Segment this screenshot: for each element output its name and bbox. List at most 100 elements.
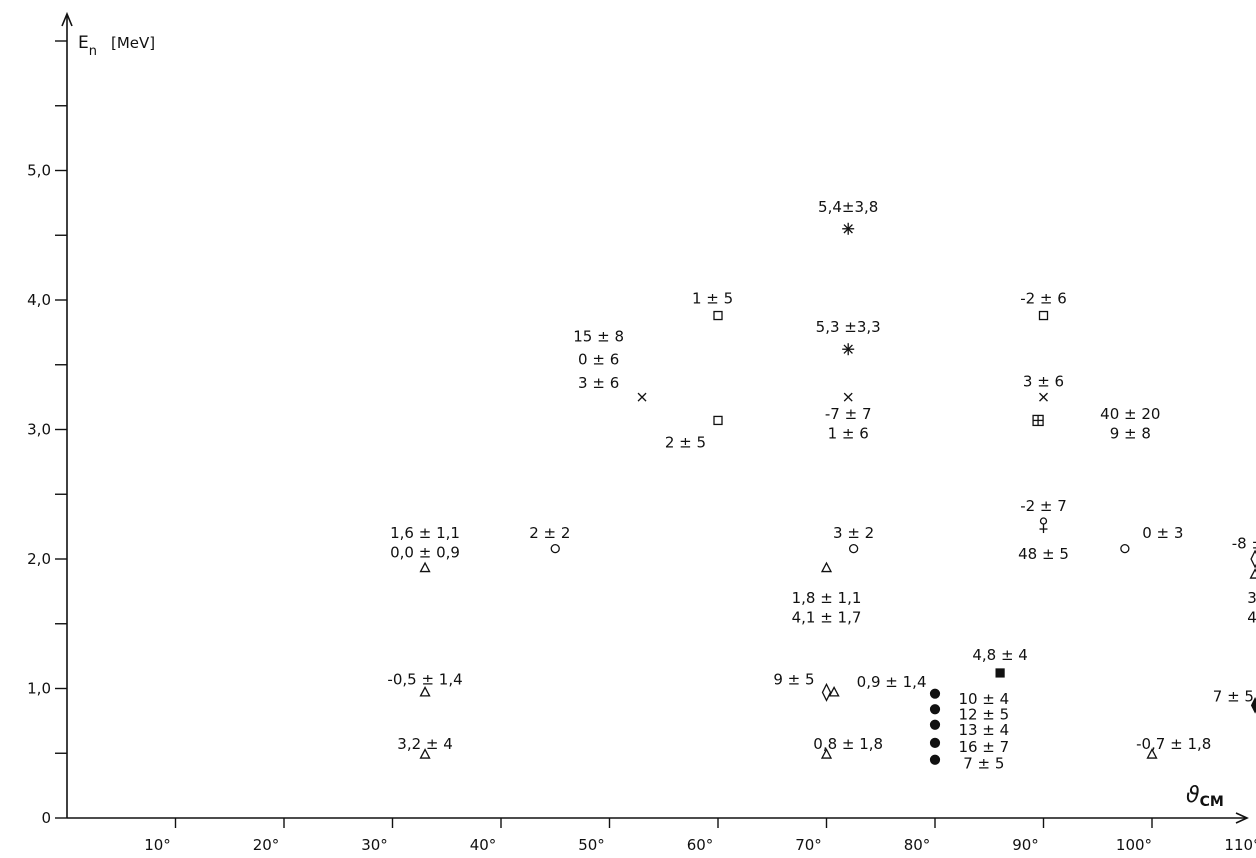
filled-square-marker <box>995 668 1005 678</box>
data-point-asterisk <box>842 343 855 356</box>
data-label: -8 ± 6 <box>1232 534 1256 552</box>
data-label: 4,8 ± 2,3 <box>1247 608 1256 626</box>
cross-b <box>637 392 647 402</box>
x-tick-label: 50° <box>578 836 605 854</box>
triangle-marker <box>820 748 833 759</box>
data-label: 4,8 ± 4 <box>972 646 1028 664</box>
data-point-cross <box>1039 392 1048 402</box>
y-tick-label: 1,0 <box>27 680 51 698</box>
data-point-square <box>713 310 723 321</box>
x-tick-label: 110° <box>1224 836 1256 854</box>
dot-marker <box>929 754 941 765</box>
data-point-square <box>1038 310 1049 321</box>
y-axis-arrow <box>61 11 73 27</box>
data-label: 3 ± 6 <box>578 374 619 392</box>
x-tick-label: 100° <box>1116 836 1152 854</box>
data-label: 15 ± 8 <box>573 327 624 345</box>
data-label: 3 ± 6 <box>1023 373 1064 391</box>
data-point-dot <box>929 737 941 748</box>
data-point-dot <box>929 754 941 765</box>
data-point-square <box>713 415 723 426</box>
data-label: -0,7 ± 1,8 <box>1136 735 1211 753</box>
triangle-marker <box>820 561 833 573</box>
triangle-marker <box>419 685 431 697</box>
x-axis-title: ϑCM <box>1186 783 1224 810</box>
dot-marker <box>929 737 941 748</box>
data-label: 2 ± 5 <box>665 433 706 451</box>
data-point-dot <box>929 704 941 715</box>
data-point-asterisk <box>842 222 855 235</box>
cross-b <box>1039 392 1048 402</box>
data-label: -7 ± 7 <box>825 405 872 423</box>
data-point-diamond <box>821 682 832 702</box>
data-point-circle <box>1120 543 1130 554</box>
y-tick-label: 4,0 <box>27 291 51 309</box>
data-point-square-filled <box>995 668 1005 678</box>
x-tick-label: 10° <box>144 836 171 854</box>
data-label: 12 ± 5 <box>958 705 1009 723</box>
data-point-dot <box>929 688 941 699</box>
x-tick-label: 80° <box>904 836 931 854</box>
triangle-marker <box>419 748 431 759</box>
data-label: 1 ± 5 <box>692 290 733 308</box>
axis-titles: En [MeV] ϑCM <box>78 33 1224 810</box>
data-label: 0 ± 6 <box>578 351 619 369</box>
data-label: 4,1 ± 1,7 <box>792 608 862 626</box>
asterisk-arm <box>843 344 853 354</box>
data-label: 1,8 ± 1,1 <box>792 589 862 607</box>
dot-marker <box>929 688 941 699</box>
x-tick-label: 30° <box>361 836 388 854</box>
venus-ring <box>1039 517 1048 525</box>
asterisk-arm <box>843 224 853 234</box>
data-point-triangle <box>419 561 431 573</box>
y-tick-label: 2,0 <box>27 550 51 568</box>
data-label: 0 ± 3 <box>1142 524 1183 542</box>
data-point-venus <box>1039 517 1048 534</box>
data-point-cross <box>843 392 853 402</box>
data-label: 9 ± 8 <box>1110 424 1151 442</box>
data-point-circle <box>848 543 859 554</box>
data-points <box>419 222 1256 765</box>
square-marker <box>713 415 723 426</box>
triangle-marker <box>1249 568 1256 579</box>
data-label: 1,6 ± 1,1 <box>390 524 460 542</box>
data-label: 0,8 ± 1,8 <box>813 735 883 753</box>
data-label: 10 ± 4 <box>958 690 1009 708</box>
data-point-circle <box>550 543 560 554</box>
diamond-marker <box>821 682 832 702</box>
data-label: -0,5 ± 1,4 <box>387 670 462 688</box>
data-label: 48 ± 5 <box>1018 545 1069 563</box>
circle-marker <box>550 543 560 554</box>
dot-marker <box>929 719 941 730</box>
data-label: 3 ± 2 <box>833 524 874 542</box>
data-point-triangle <box>419 685 431 697</box>
y-axis-title: En [MeV] <box>78 33 155 59</box>
data-labels: 5,4±3,85,3 ±3,31 ± 5-2 ± 64 ± 815 ± 80 ±… <box>387 198 1256 773</box>
data-label: -2 ± 6 <box>1020 290 1067 308</box>
triangle-marker <box>828 685 840 697</box>
data-label: 1 ± 6 <box>828 424 869 442</box>
data-label: 9 ± 5 <box>773 670 814 688</box>
data-point-triangle <box>419 748 431 759</box>
y-tick-label: 0 <box>41 809 51 827</box>
filled-diamond-marker <box>1250 696 1256 714</box>
square-marker <box>713 310 723 321</box>
data-label: 16 ± 7 <box>958 738 1009 756</box>
data-label: 5,4±3,8 <box>818 198 878 216</box>
data-point-diamond-filled <box>1250 696 1256 714</box>
triangle-marker <box>1146 748 1158 759</box>
x-tick-label: 40° <box>470 836 497 854</box>
x-tick-label: 60° <box>687 836 714 854</box>
data-label: 7 ± 5 <box>1213 687 1254 705</box>
data-label: 40 ± 20 <box>1100 405 1160 423</box>
data-label: 7 ± 5 <box>963 755 1004 773</box>
data-label: 3,2 ± 4 <box>397 735 453 753</box>
dot-marker <box>929 704 941 715</box>
x-axis-arrow <box>1235 812 1249 824</box>
x-tick-label: 90° <box>1012 836 1039 854</box>
data-point-boxed-cross <box>1032 414 1044 427</box>
data-point-triangle <box>820 561 833 573</box>
axes <box>61 11 1249 824</box>
circle-marker <box>848 543 859 554</box>
